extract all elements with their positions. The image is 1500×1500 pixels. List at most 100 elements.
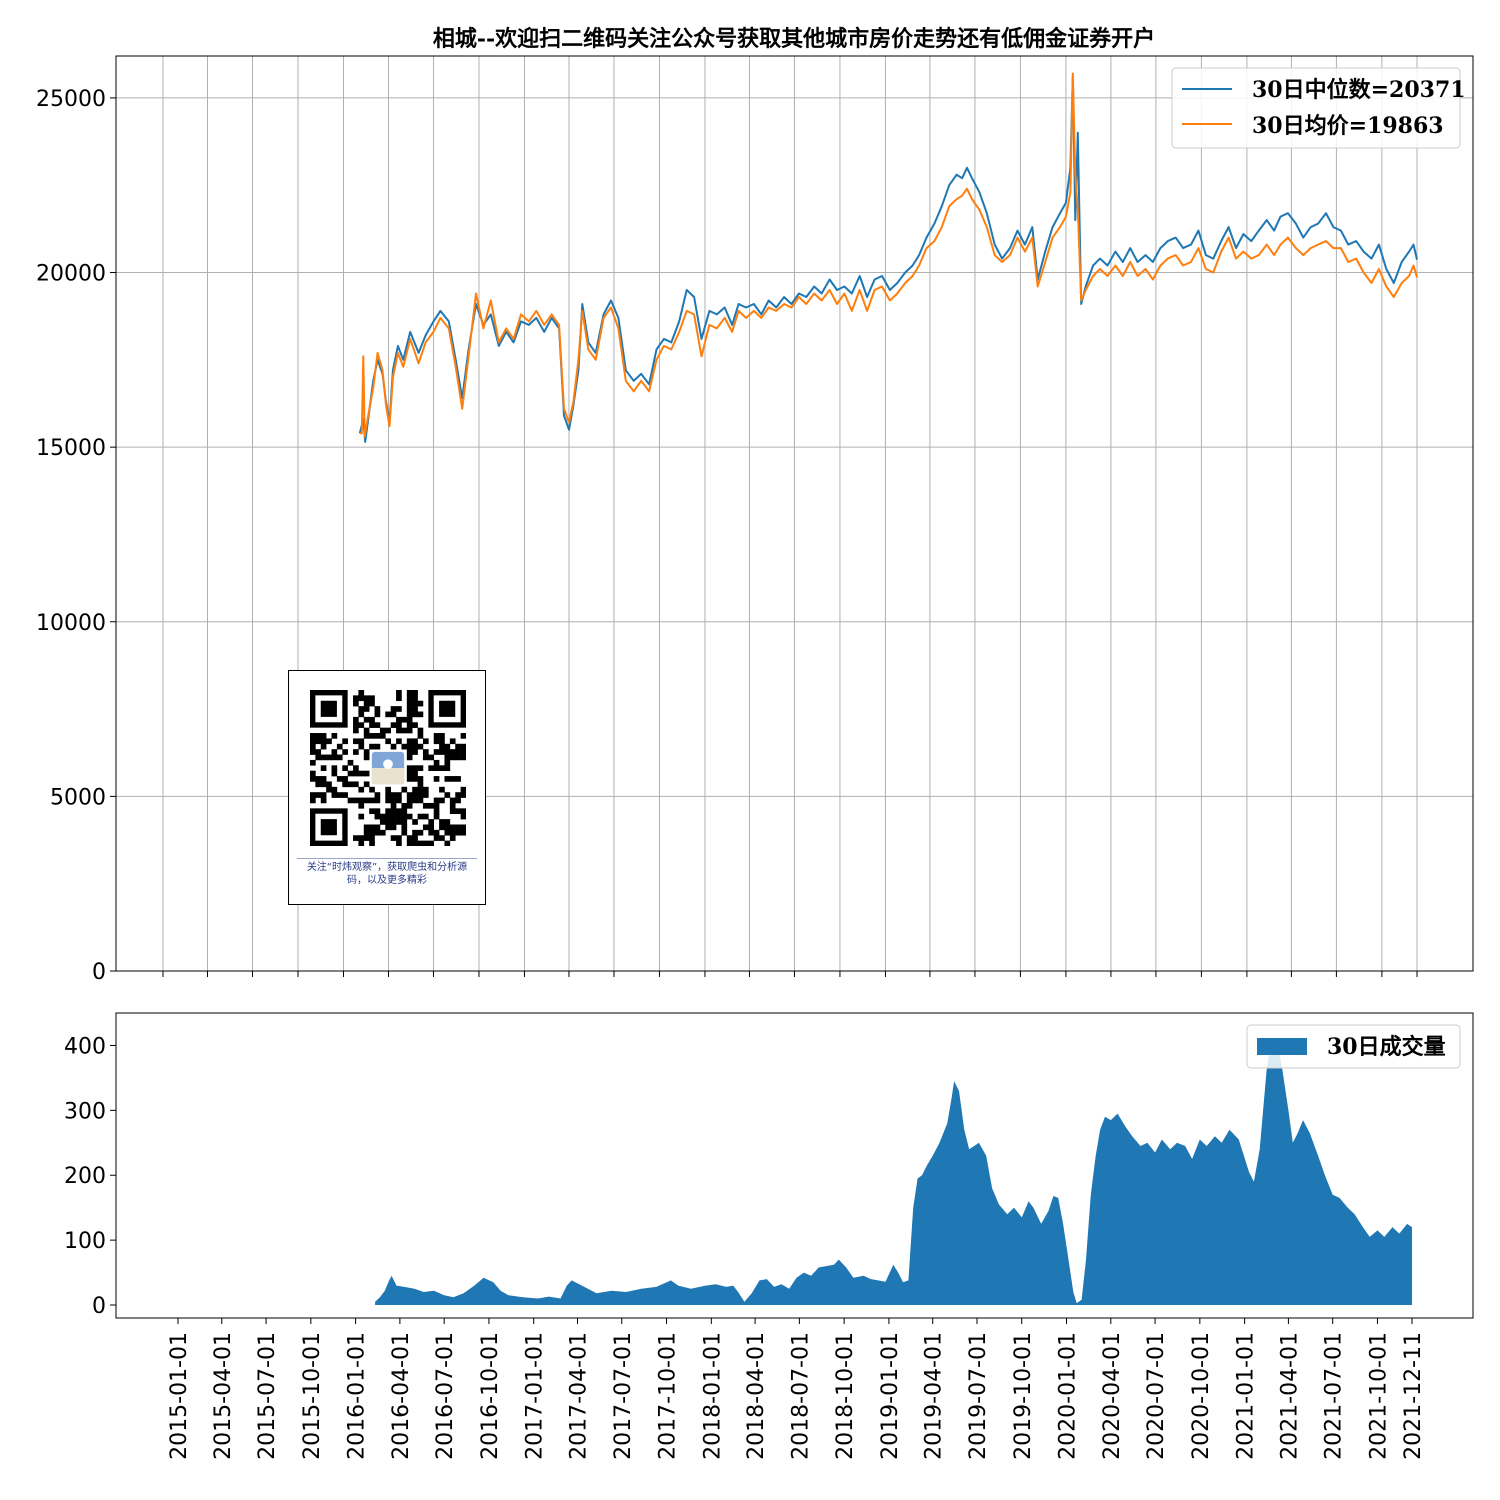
qr-module	[406, 797, 413, 804]
qr-module	[310, 759, 316, 766]
volume-x-tick-label: 2015-04-01	[211, 1332, 236, 1460]
qr-module	[353, 727, 359, 734]
qr-module	[369, 722, 375, 728]
qr-module	[390, 819, 397, 825]
qr-module	[358, 690, 365, 696]
volume-y-axis: 0 100 200 300 400	[64, 1034, 116, 1319]
legend-label-volume: 30日成交量	[1327, 1034, 1446, 1060]
qr-module	[455, 792, 461, 798]
qr-module	[449, 808, 456, 815]
qr-module	[444, 749, 451, 755]
qr-module	[460, 743, 466, 750]
qr-module	[422, 754, 429, 761]
qr-module	[428, 754, 435, 761]
volume-x-tick-label: 2017-10-01	[656, 1332, 681, 1460]
qr-module	[444, 824, 451, 831]
qr-module	[385, 824, 391, 831]
qr-module	[396, 808, 402, 815]
qr-module	[353, 716, 359, 723]
qr-module	[406, 765, 413, 771]
volume-x-tick-label: 2016-07-01	[433, 1332, 458, 1460]
qr-caption: 关注“时炜观察”，获取爬虫和分析源码，以及更多精彩	[297, 858, 477, 887]
qr-module	[444, 840, 451, 846]
qr-module	[417, 711, 424, 718]
qr-module	[396, 690, 402, 696]
price-lines	[358, 72, 1418, 443]
volume-axes-frame	[115, 1012, 1474, 1319]
volume-x-tick-label: 2015-07-01	[255, 1332, 280, 1460]
qr-module	[390, 711, 397, 718]
qr-module	[412, 743, 418, 750]
qr-module	[449, 776, 456, 782]
qr-module	[406, 770, 413, 777]
qr-module	[433, 802, 440, 809]
qr-module	[401, 813, 408, 820]
qr-module	[401, 808, 408, 815]
qr-code-image	[310, 690, 466, 846]
qr-module	[417, 776, 424, 782]
qr-module	[369, 797, 375, 804]
qr-module	[320, 733, 327, 739]
qr-module	[390, 824, 397, 831]
qr-module	[417, 792, 424, 798]
qr-module	[363, 733, 370, 739]
qr-module	[439, 835, 445, 841]
qr-module	[449, 754, 456, 761]
qr-module	[460, 786, 466, 793]
qr-module	[460, 813, 466, 820]
qr-module	[374, 813, 381, 820]
qr-module	[412, 829, 418, 836]
qr-module	[326, 786, 332, 793]
qr-module	[401, 716, 408, 723]
qr-module	[439, 743, 445, 750]
qr-module	[369, 743, 375, 750]
volume-x-axis: 2015-01-01 2015-04-01 2015-07-01 2015-10-01…	[167, 1318, 1426, 1460]
qr-module	[358, 743, 365, 750]
qr-module	[326, 781, 332, 788]
qr-module	[369, 695, 375, 702]
qr-module	[406, 711, 413, 718]
volume-x-tick-label: 2017-04-01	[566, 1332, 591, 1460]
qr-module	[385, 808, 391, 815]
qr-module	[422, 840, 429, 846]
qr-module	[358, 711, 365, 718]
qr-module	[374, 743, 381, 750]
volume-x-tick-label: 2017-07-01	[611, 1332, 636, 1460]
qr-module	[358, 706, 365, 712]
qr-module	[455, 797, 461, 804]
volume-x-tick-label: 2020-01-01	[1056, 1332, 1081, 1460]
qr-module	[315, 738, 322, 745]
qr-module	[331, 765, 338, 771]
volume-x-tick-label: 2019-04-01	[922, 1332, 947, 1460]
qr-module	[363, 700, 370, 707]
qr-module	[428, 824, 435, 831]
qr-module	[374, 824, 381, 831]
qr-module	[455, 749, 461, 755]
qr-module	[406, 749, 413, 755]
qr-module	[390, 743, 397, 750]
qr-module	[369, 840, 375, 846]
qr-module	[396, 835, 402, 841]
qr-module	[374, 711, 381, 718]
qr-module	[320, 743, 327, 750]
qr-module	[417, 733, 424, 739]
qr-module	[439, 819, 445, 825]
volume-area	[375, 1039, 1413, 1305]
qr-module	[385, 819, 391, 825]
qr-module	[358, 835, 365, 841]
qr-module	[417, 829, 424, 836]
qr-module	[412, 786, 418, 793]
qr-module	[374, 808, 381, 815]
price-legend-box	[1171, 67, 1461, 149]
qr-module	[401, 786, 408, 793]
qr-module	[358, 840, 365, 846]
qr-module	[353, 700, 359, 707]
qr-module	[455, 824, 461, 831]
qr-module	[363, 835, 370, 841]
qr-module	[439, 749, 445, 755]
qr-module	[396, 727, 402, 734]
qr-module	[396, 797, 402, 804]
qr-module	[433, 749, 440, 755]
qr-module	[444, 819, 451, 825]
series-volume-area	[375, 1039, 1413, 1305]
